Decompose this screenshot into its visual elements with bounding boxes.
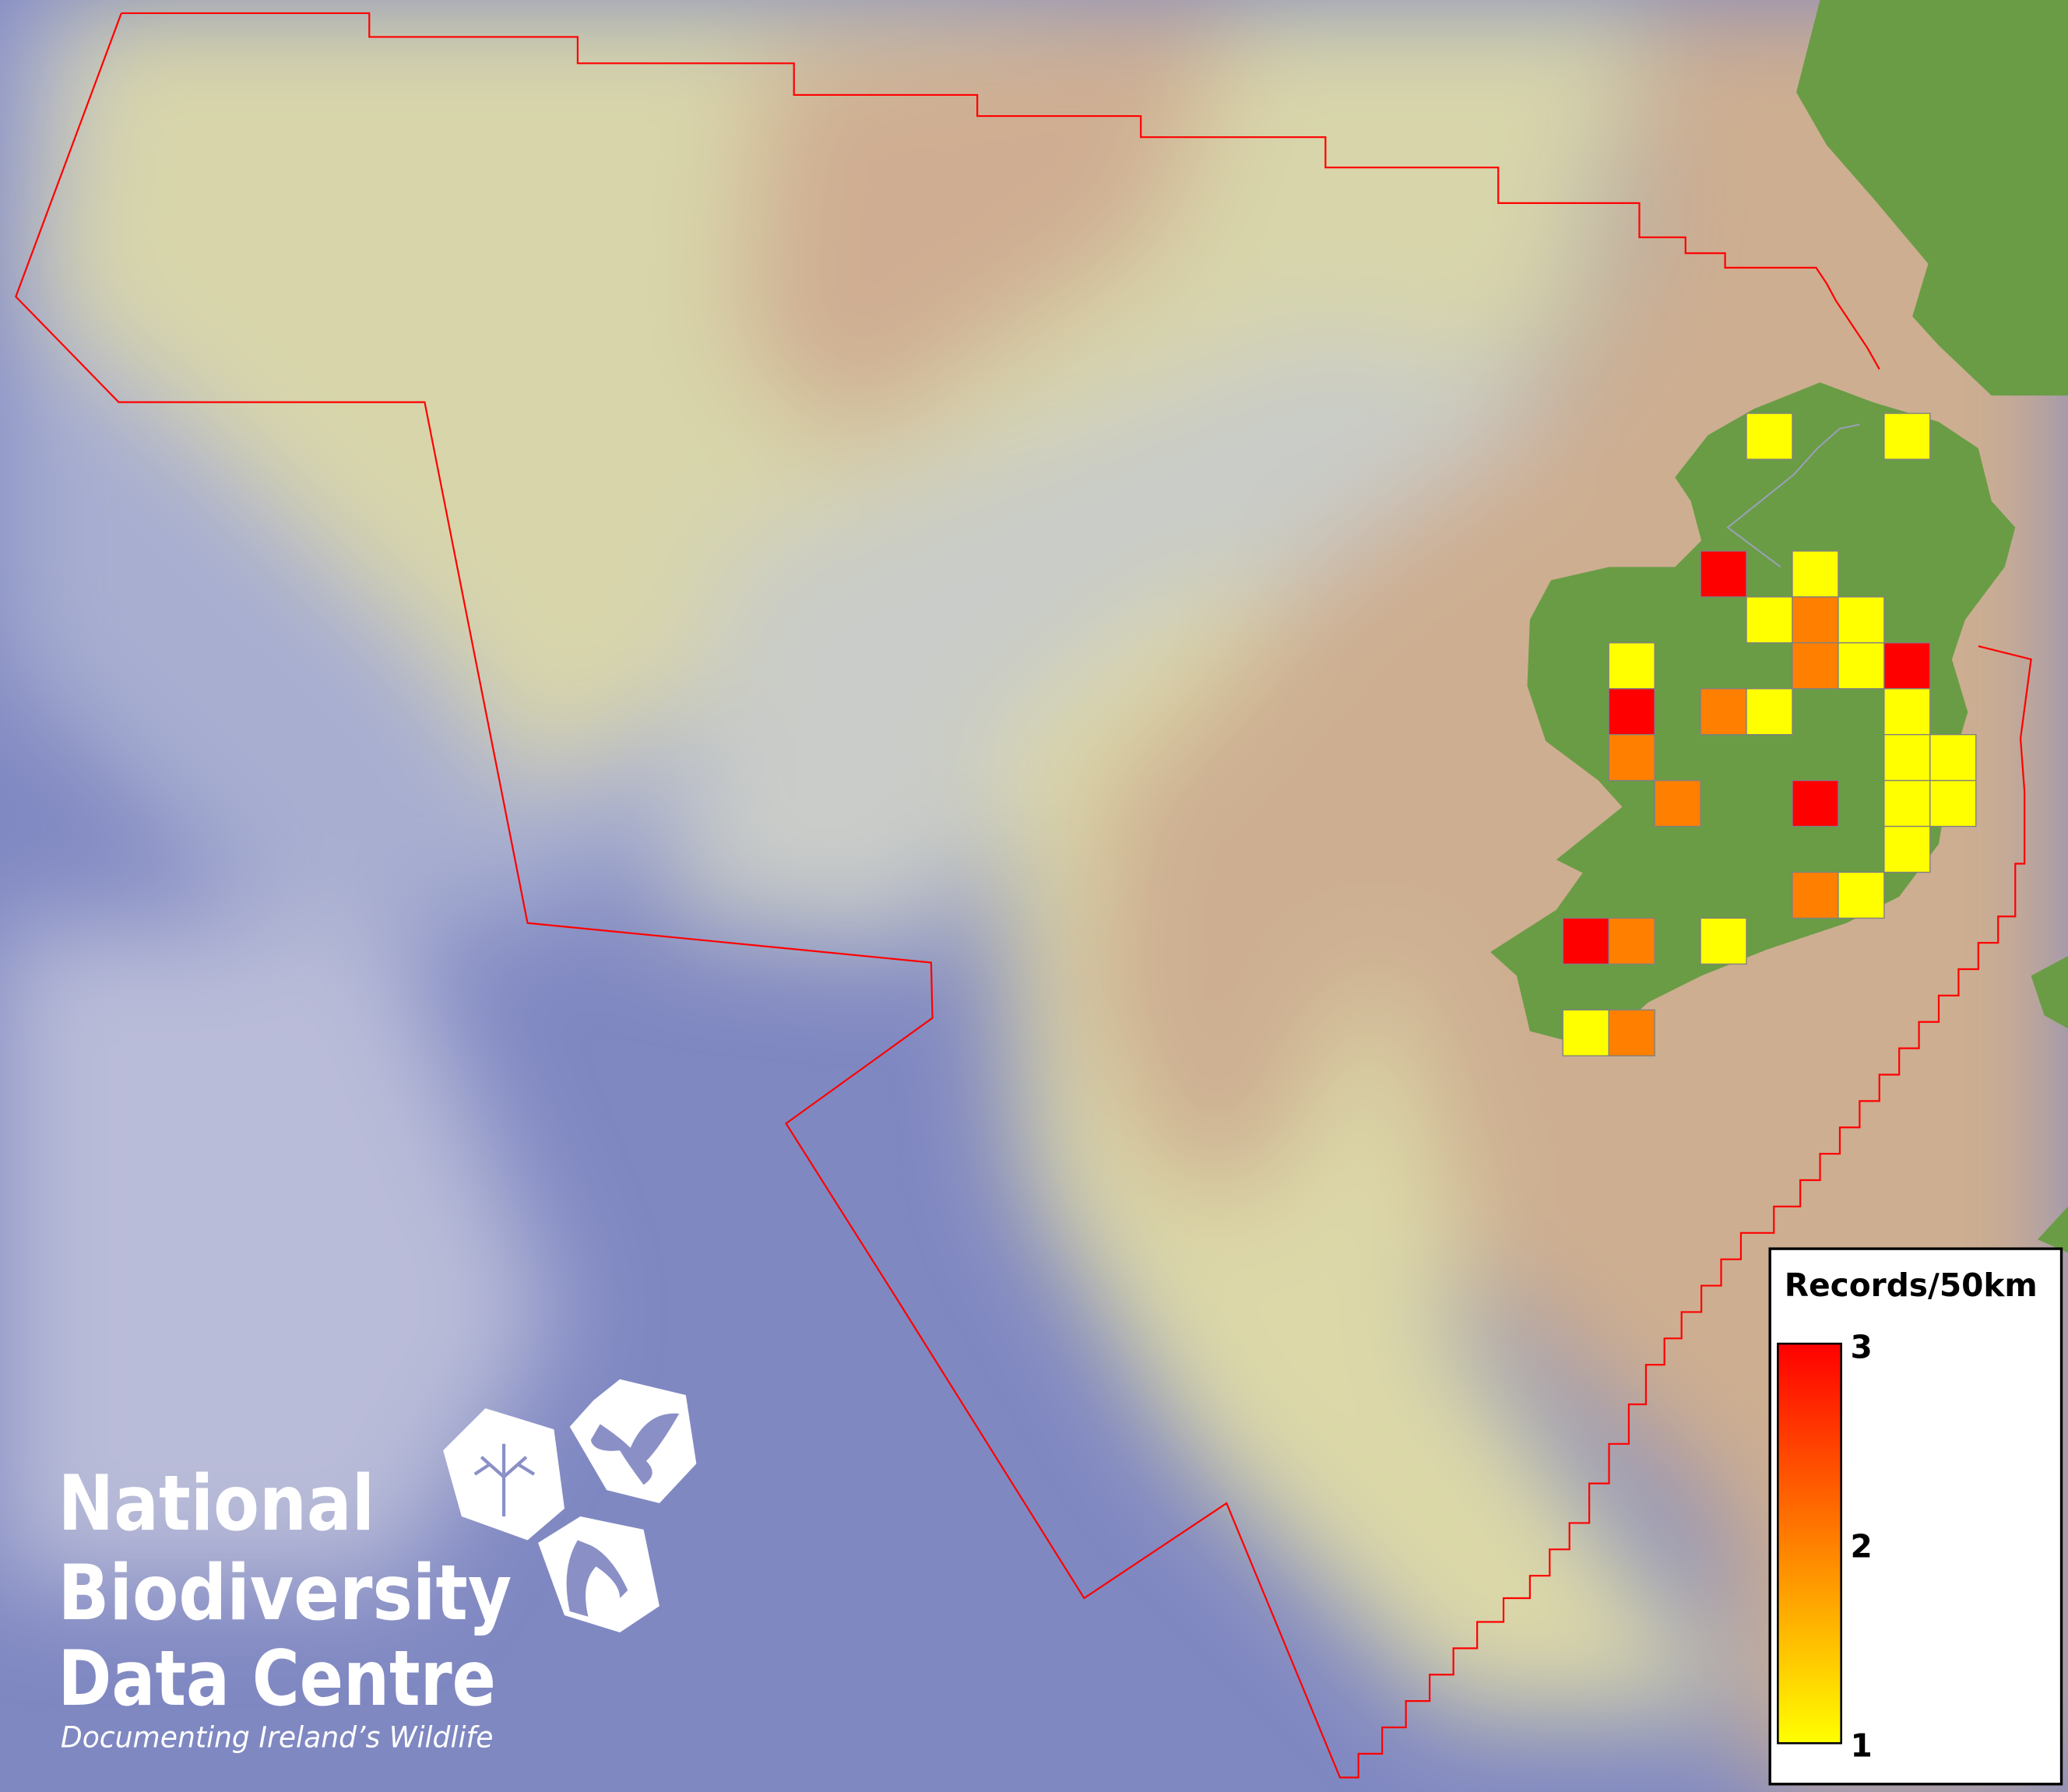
- grid-square-1-records: [1746, 596, 1793, 644]
- scotland-landmass: [1796, 0, 2068, 396]
- grid-square-1-records: [1883, 688, 1931, 736]
- grid-square-3-records: [1700, 550, 1747, 598]
- grid-square-1-records: [1700, 917, 1747, 965]
- grid-square-1-records: [1838, 596, 1885, 644]
- grid-square-1-records: [1929, 733, 1977, 782]
- grid-square-1-records: [1883, 413, 1931, 460]
- cornwall-landmass: [2038, 1206, 2068, 1253]
- legend-min-label: 1: [1851, 1727, 1873, 1764]
- nbdc-logo: National Biodiversity Data Centre Docume…: [58, 1379, 697, 1754]
- grid-square-2-records: [1792, 642, 1839, 690]
- grid-square-2-records: [1608, 917, 1655, 965]
- logo-tagline: Documenting Ireland’s Wildlife: [61, 1720, 494, 1754]
- grid-square-3-records: [1608, 688, 1655, 736]
- river-border-line: [1726, 423, 1860, 568]
- grid-square-2-records: [1608, 1009, 1655, 1056]
- logo-line-3: Data Centre: [58, 1635, 496, 1723]
- grid-square-3-records: [1562, 917, 1609, 965]
- grid-square-1-records: [1883, 733, 1931, 782]
- tree-icon: [443, 1408, 564, 1541]
- seahorse-icon: [538, 1516, 659, 1633]
- butterfly-icon: [569, 1379, 697, 1504]
- grid-square-2-records: [1608, 733, 1655, 782]
- grid-square-2-records: [1792, 596, 1839, 644]
- grid-square-2-records: [1700, 688, 1747, 736]
- legend-color-ramp: [1777, 1342, 1842, 1745]
- legend-title: Records/50km: [1785, 1267, 2038, 1304]
- grid-square-1-records: [1838, 642, 1885, 690]
- grid-square-1-records: [1838, 871, 1885, 919]
- legend-max-label: 3: [1851, 1329, 1873, 1366]
- grid-square-1-records: [1883, 779, 1931, 827]
- grid-square-1-records: [1746, 688, 1793, 736]
- boundary-line: [15, 12, 2032, 1779]
- legend-mid-label: 2: [1851, 1527, 1873, 1565]
- grid-square-1-records: [1608, 642, 1655, 690]
- grid-square-1-records: [1792, 550, 1839, 598]
- grid-square-1-records: [1562, 1009, 1609, 1056]
- logo-line-1: National: [58, 1460, 375, 1548]
- records-grid: [1562, 413, 1977, 1056]
- grid-square-2-records: [1792, 871, 1839, 919]
- logo-line-2: Biodiversity: [58, 1549, 512, 1638]
- grid-square-1-records: [1883, 825, 1931, 873]
- grid-square-1-records: [1746, 413, 1793, 460]
- grid-square-2-records: [1654, 779, 1701, 827]
- grid-square-1-records: [1929, 779, 1977, 827]
- grid-square-3-records: [1792, 779, 1839, 827]
- wales-landmass: [2031, 956, 2068, 1029]
- legend: Records/50km 3 2 1: [1768, 1247, 2063, 1786]
- grid-square-3-records: [1883, 642, 1931, 690]
